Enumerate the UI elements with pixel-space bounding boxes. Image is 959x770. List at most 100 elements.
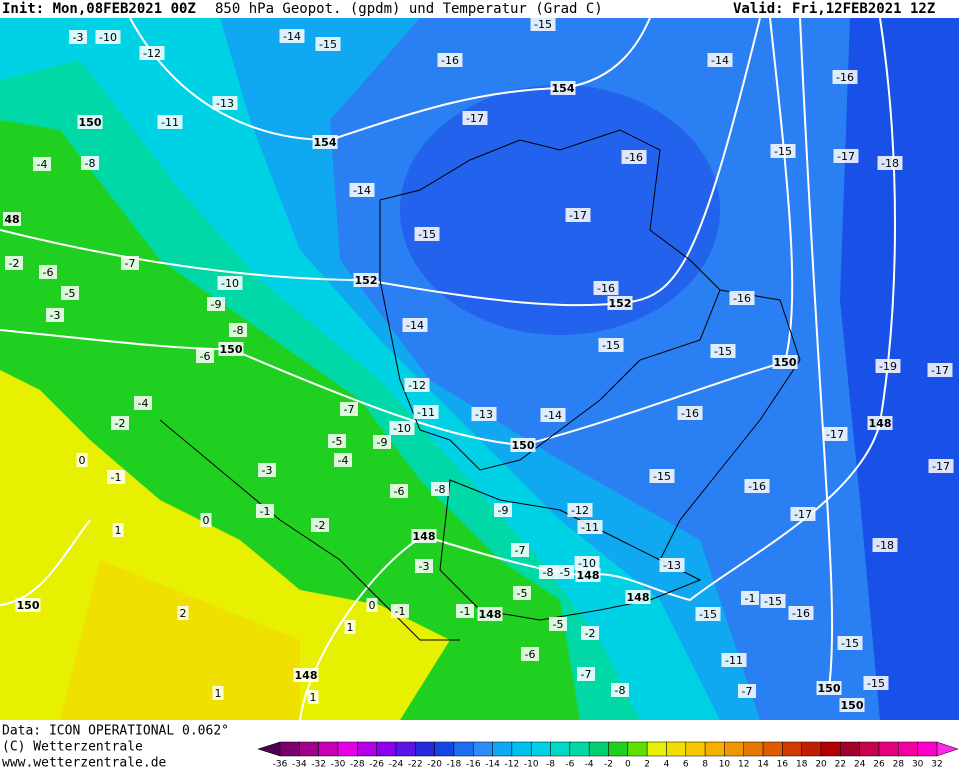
label-box	[15, 598, 41, 612]
colorbar-tick-label: 18	[796, 760, 808, 770]
colorbar-tick-label: -34	[292, 760, 307, 770]
colorbar-arrow	[257, 741, 281, 757]
colorbar-segment	[453, 741, 474, 757]
temperature-label: -10	[578, 557, 596, 570]
colorbar-segment	[666, 741, 687, 757]
label-box	[77, 115, 103, 129]
label-box	[212, 96, 238, 110]
temperature-label: -6	[394, 485, 405, 498]
label-box	[477, 607, 503, 621]
temperature-label: -15	[867, 677, 885, 690]
temperature-label: -15	[699, 608, 717, 621]
label-box	[695, 607, 721, 621]
label-box	[200, 513, 212, 527]
temperature-label: -17	[794, 508, 812, 521]
colorbar-segment	[724, 741, 745, 757]
colorbar-segment	[820, 741, 841, 757]
label-box	[279, 29, 305, 43]
label-box	[863, 676, 889, 690]
label-box	[790, 507, 816, 521]
label-box	[69, 30, 87, 44]
temperature-label: -16	[597, 282, 615, 295]
colorbar-segment	[608, 741, 629, 757]
temperature-label: -15	[602, 339, 620, 352]
geopotential-label: 148	[627, 591, 650, 604]
label-box	[139, 46, 165, 60]
colorbar-segment	[395, 741, 416, 757]
colorbar-tick-label: 28	[893, 760, 905, 770]
colorbar-tick-label: 14	[757, 760, 769, 770]
temperature-label: -14	[353, 184, 371, 197]
temperature-label: -8	[543, 566, 554, 579]
label-box	[389, 421, 415, 435]
temperature-label: 0	[79, 454, 86, 467]
label-box	[607, 296, 633, 310]
colorbar-segment	[357, 741, 377, 757]
label-box	[177, 606, 189, 620]
label-box	[217, 276, 243, 290]
temperature-label: -17	[569, 209, 587, 222]
colorbar-segment	[646, 741, 667, 757]
temperature-label: -15	[764, 595, 782, 608]
label-box	[112, 523, 124, 537]
label-box	[738, 684, 756, 698]
label-box	[741, 591, 759, 605]
colorbar-tick-label: 16	[777, 760, 789, 770]
geopotential-label: 148	[479, 608, 502, 621]
temperature-label: -12	[143, 47, 161, 60]
init-text: Init: Mon,08FEB2021 00Z	[2, 1, 196, 17]
temperature-label: -5	[332, 435, 343, 448]
temperature-label: -7	[515, 544, 526, 557]
temperature-label: -7	[125, 257, 136, 270]
valid-text: Valid: Fri,12FEB2021 12Z	[733, 1, 935, 17]
temperature-label: -11	[581, 521, 599, 534]
label-box	[437, 53, 463, 67]
temperature-label: -10	[221, 277, 239, 290]
temperature-label: -16	[792, 607, 810, 620]
temperature-label: -15	[653, 470, 671, 483]
temperature-label: 1	[347, 621, 354, 634]
colorbar-tick-label: -26	[369, 760, 384, 770]
label-box	[328, 434, 346, 448]
temperature-label: 2	[180, 607, 187, 620]
temperature-label: -16	[625, 151, 643, 164]
temperature-label: -9	[377, 436, 388, 449]
label-box	[574, 556, 600, 570]
colorbar-tick-label: -32	[311, 760, 326, 770]
geopotential-label: 150	[79, 116, 102, 129]
colorbar-segment	[550, 741, 571, 757]
temperature-label: -15	[841, 637, 859, 650]
temperature-label: -1	[260, 505, 271, 518]
label-box	[134, 396, 152, 410]
colorbar-segment	[588, 741, 609, 757]
temperature-label: -17	[466, 112, 484, 125]
colorbar-segment	[801, 741, 822, 757]
colorbar-tick-label: 12	[738, 760, 749, 770]
geopotential-label: 148	[295, 669, 318, 682]
label-box	[877, 156, 903, 170]
temperature-label: -19	[879, 360, 897, 373]
temperature-label: -11	[725, 654, 743, 667]
temperature-label: -6	[525, 648, 536, 661]
colorbar-segment	[782, 741, 802, 757]
label-box	[415, 559, 433, 573]
label-box	[565, 208, 591, 222]
label-box	[462, 111, 488, 125]
label-box	[710, 344, 736, 358]
colorbar-tick-label: -12	[505, 760, 520, 770]
label-box	[567, 503, 593, 517]
geopotential-label: 150	[774, 356, 797, 369]
temperature-label: -16	[748, 480, 766, 493]
temperature-label: -3	[419, 560, 430, 573]
label-box	[340, 402, 358, 416]
label-box	[875, 359, 901, 373]
label-box	[456, 604, 474, 618]
label-box	[334, 453, 352, 467]
temperature-label: -17	[837, 150, 855, 163]
geopotential-label: 148	[413, 530, 436, 543]
label-box	[315, 37, 341, 51]
temperature-label: -12	[571, 504, 589, 517]
colorbar-segment	[472, 741, 493, 757]
label-box	[611, 683, 629, 697]
label-box	[872, 538, 898, 552]
